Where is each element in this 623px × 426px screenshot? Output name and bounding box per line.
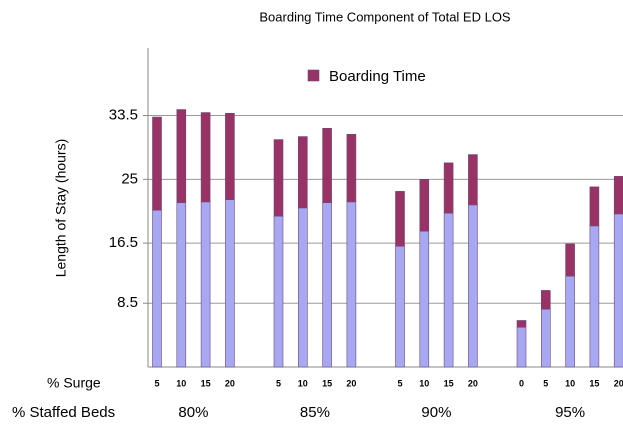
x-tick-label: 15	[322, 378, 332, 388]
group-label: 80%	[178, 404, 208, 421]
x-tick-label: 15	[589, 378, 599, 388]
bar-segment	[297, 136, 308, 209]
bar-segment	[589, 225, 600, 368]
bar-segment	[176, 109, 187, 203]
bar-segment	[613, 176, 623, 215]
bar-segment	[225, 113, 235, 200]
x-tick-label: 5	[397, 378, 402, 388]
x-tick-label: 20	[468, 378, 478, 388]
y-tick-label: 8.5	[117, 294, 138, 311]
x-tick-label: 0	[519, 378, 524, 388]
bar-segment	[516, 326, 527, 368]
bar-segment	[346, 201, 357, 368]
x-tick-label: 5	[543, 378, 548, 388]
bar-segment	[468, 204, 478, 368]
bar-segment	[613, 213, 623, 368]
x-tick-label: 20	[614, 378, 623, 388]
bar-segment	[176, 202, 187, 368]
x-tick-label: 15	[444, 378, 454, 388]
x-tick-label: 10	[565, 378, 575, 388]
bar-segment	[273, 215, 284, 368]
bar-segment	[419, 230, 430, 368]
bar-segment	[200, 112, 211, 203]
bar-segment	[346, 134, 357, 203]
bar-segment	[152, 209, 162, 368]
x-row-label: % Staffed Beds	[12, 404, 115, 421]
group-label: 85%	[300, 404, 330, 421]
bar-segment	[395, 245, 405, 368]
bar-segment	[565, 243, 575, 277]
x-tick-label: 20	[346, 378, 356, 388]
x-tick-label: 15	[201, 378, 211, 388]
legend-swatch	[307, 69, 320, 82]
group-label: 90%	[421, 404, 451, 421]
bar-segment	[273, 139, 284, 217]
bar-segment	[419, 179, 430, 232]
bar-segment	[395, 191, 405, 247]
x-tick-label: 10	[298, 378, 308, 388]
bar-segment	[565, 275, 575, 368]
x-row-label: % Surge	[47, 375, 101, 391]
x-tick-label: 20	[225, 378, 235, 388]
bar-segment	[516, 320, 527, 328]
x-tick-label: 10	[176, 378, 186, 388]
bar-segment	[443, 162, 454, 214]
bar-segment	[443, 212, 454, 368]
x-tick-label: 10	[419, 378, 429, 388]
y-axis-label: Length of Stay (hours)	[53, 139, 69, 278]
group-label: 95%	[555, 404, 585, 421]
x-tick-label: 5	[154, 378, 159, 388]
bar-segment	[468, 154, 478, 206]
bar-segment	[152, 116, 162, 211]
bar-segment	[225, 199, 235, 368]
bar-segment	[589, 186, 600, 227]
x-tick-label: 5	[276, 378, 281, 388]
bar-segment	[322, 128, 332, 203]
legend-label: Boarding Time	[329, 68, 426, 85]
y-tick-label: 25	[121, 170, 138, 187]
y-tick-label: 33.5	[109, 107, 138, 124]
bar-segment	[540, 290, 551, 310]
bar-segment	[322, 202, 332, 368]
bar-segment	[200, 201, 211, 368]
chart-title: Boarding Time Component of Total ED LOS	[259, 9, 511, 24]
bar-segment	[297, 207, 308, 368]
y-tick-label: 16.5	[109, 234, 138, 251]
bar-segment	[540, 308, 551, 368]
